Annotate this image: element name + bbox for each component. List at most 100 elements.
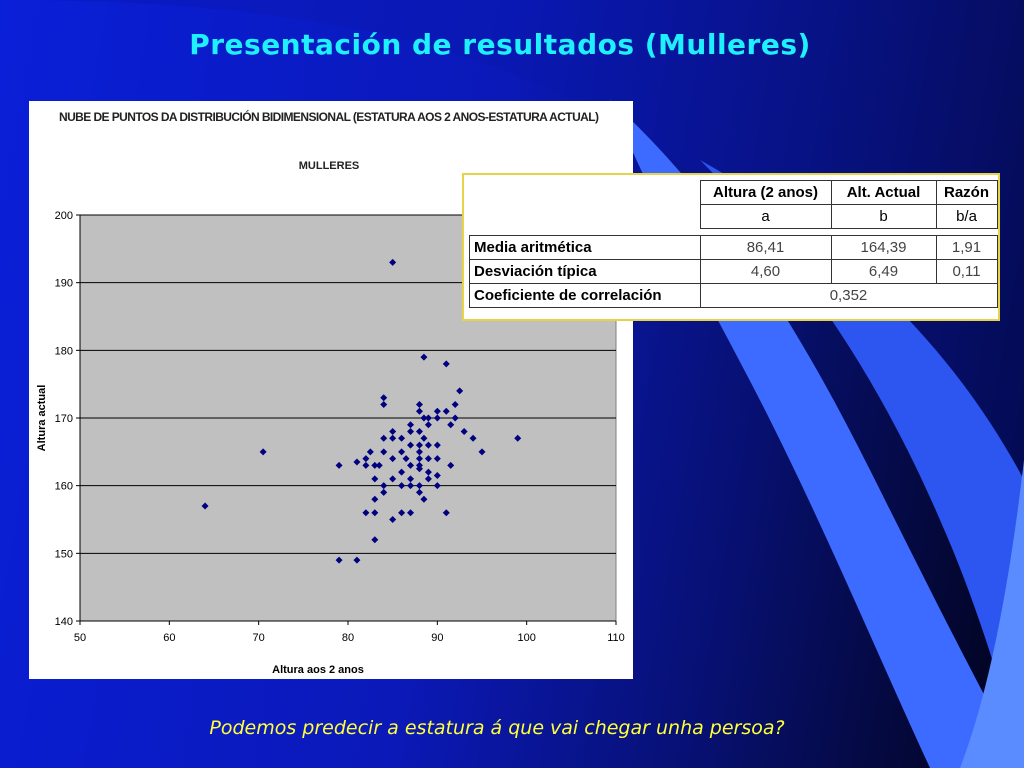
data-point: [353, 458, 361, 466]
subheader-ratio: b/a: [935, 204, 998, 229]
statistics-table: Altura (2 anos) Alt. Actual Razón a b b/…: [469, 180, 998, 308]
data-point: [447, 421, 455, 429]
data-point: [415, 482, 423, 490]
table-row: Desviación típica 4,60 6,49 0,11: [469, 259, 998, 284]
value-media-ratio: 1,91: [935, 235, 998, 260]
table-header-row: Altura (2 anos) Alt. Actual Razón: [470, 180, 998, 205]
x-axis-label: Altura aos 2 anos: [272, 664, 364, 676]
data-point: [433, 472, 441, 480]
data-point: [415, 400, 423, 408]
y-tick-label: 190: [55, 278, 73, 290]
data-point: [362, 461, 370, 469]
data-point: [335, 461, 343, 469]
data-point: [407, 461, 415, 469]
subheader-a: a: [699, 204, 832, 229]
data-point: [375, 461, 383, 469]
data-point: [371, 461, 379, 469]
data-point: [460, 428, 468, 436]
y-tick-label: 170: [55, 413, 73, 425]
y-tick-label: 140: [55, 616, 73, 628]
data-point: [433, 455, 441, 463]
data-point: [335, 556, 343, 564]
data-point: [398, 434, 406, 442]
data-point: [402, 455, 410, 463]
data-point: [407, 441, 415, 449]
y-tick-label: 160: [55, 481, 73, 493]
chart-subtitle: MULLERES: [299, 160, 360, 172]
x-tick-label: 100: [517, 632, 535, 644]
value-desviacion-ratio: 0,11: [935, 259, 998, 284]
row-label-correlacion: Coeficiente de correlación: [469, 283, 701, 308]
data-point: [407, 428, 415, 436]
data-point: [442, 360, 450, 368]
data-point: [259, 448, 267, 456]
data-point: [420, 434, 428, 442]
data-point: [424, 475, 432, 483]
x-tick-label: 90: [431, 632, 443, 644]
data-point: [380, 488, 388, 496]
data-point: [380, 448, 388, 456]
data-point: [415, 448, 423, 456]
data-point: [389, 455, 397, 463]
data-point: [380, 482, 388, 490]
data-point: [456, 387, 464, 395]
y-tick-label: 150: [55, 548, 73, 560]
value-correlacion: 0,352: [699, 283, 998, 308]
data-point: [415, 488, 423, 496]
data-point: [380, 434, 388, 442]
data-point: [201, 502, 209, 510]
data-point: [424, 414, 432, 422]
table-gap-row: [470, 228, 997, 236]
data-point: [451, 400, 459, 408]
data-point: [407, 509, 415, 517]
data-point: [362, 455, 370, 463]
data-point: [420, 414, 428, 422]
data-point: [415, 455, 423, 463]
slide-title: Presentación de resultados (Mulleres): [189, 28, 811, 61]
slide-question: Podemos predecir a estatura á que vai ch…: [209, 717, 785, 739]
table-subheader-row: a b b/a: [470, 204, 998, 229]
header-alt-actual: Alt. Actual: [830, 180, 937, 205]
x-tick-label: 80: [342, 632, 354, 644]
data-point: [371, 495, 379, 503]
data-point: [407, 475, 415, 483]
data-point: [362, 509, 370, 517]
data-point: [420, 495, 428, 503]
statistics-table-panel: Altura (2 anos) Alt. Actual Razón a b b/…: [462, 173, 1000, 321]
x-tick-label: 70: [253, 632, 265, 644]
value-media-a: 86,41: [699, 235, 832, 260]
data-point: [514, 434, 522, 442]
header-razon: Razón: [935, 180, 998, 205]
data-point: [415, 407, 423, 415]
subheader-b: b: [830, 204, 937, 229]
data-point: [433, 441, 441, 449]
data-point: [415, 465, 423, 473]
data-point: [447, 461, 455, 469]
x-tick-label: 60: [163, 632, 175, 644]
data-point: [433, 482, 441, 490]
data-point: [389, 475, 397, 483]
data-point: [415, 428, 423, 436]
data-point: [389, 428, 397, 436]
value-media-b: 164,39: [830, 235, 937, 260]
data-point: [389, 258, 397, 266]
header-altura-2-anos: Altura (2 anos): [699, 180, 832, 205]
value-desviacion-b: 6,49: [830, 259, 937, 284]
data-point: [389, 516, 397, 523]
data-point: [442, 509, 450, 517]
data-point: [433, 414, 441, 422]
data-point: [424, 421, 432, 429]
data-point: [415, 441, 423, 449]
data-point: [353, 556, 361, 564]
data-point: [371, 475, 379, 483]
data-point: [424, 468, 432, 476]
data-point: [389, 434, 397, 442]
data-point: [371, 509, 379, 517]
y-tick-label: 180: [55, 345, 73, 357]
data-point: [469, 434, 477, 442]
data-point: [442, 407, 450, 415]
data-point: [380, 394, 388, 402]
table-row: Media aritmética 86,41 164,39 1,91: [469, 235, 998, 260]
data-point: [407, 421, 415, 429]
data-point: [433, 407, 441, 415]
